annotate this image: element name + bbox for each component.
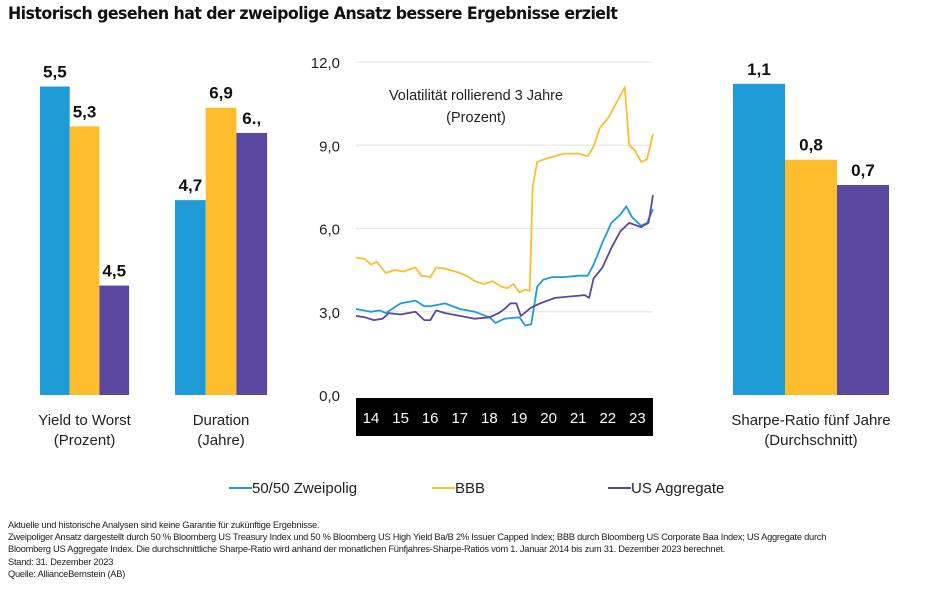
x-tick-label: 17 xyxy=(451,410,468,427)
footnote-date: Stand: 31. Dezember 2023 xyxy=(8,556,114,567)
bar-value-label: 1,1 xyxy=(747,60,771,79)
bar-value-label: 0,7 xyxy=(851,161,875,180)
x-axis-label: (Durchschnitt) xyxy=(764,432,857,449)
bar-value-label: 5,5 xyxy=(43,63,67,82)
line-chart-title: (Prozent) xyxy=(446,110,506,126)
chart-title: Historisch gesehen hat der zweipolige An… xyxy=(8,4,618,24)
bar-0-0 xyxy=(40,86,70,396)
footnote-disclaimer: Aktuelle und historische Analysen sind k… xyxy=(8,520,320,530)
bar-0-1 xyxy=(69,126,100,395)
x-axis-label: Duration xyxy=(193,412,250,429)
x-tick-label: 22 xyxy=(599,410,616,427)
line-series-2 xyxy=(355,195,654,321)
bar-value-label: 4,7 xyxy=(179,176,203,195)
bar-value-label: 6., xyxy=(242,109,261,128)
line-series-1 xyxy=(355,86,654,294)
bar-0-2 xyxy=(99,285,130,395)
bar-3-2 xyxy=(837,185,889,395)
y-tick-label: 9,0 xyxy=(319,138,340,155)
x-tick-label: 18 xyxy=(481,410,498,427)
y-tick-label: 12,0 xyxy=(311,55,340,72)
x-tick-label: 15 xyxy=(392,410,409,427)
x-axis-band xyxy=(356,398,653,436)
y-tick-label: 0,0 xyxy=(319,388,340,405)
x-axis-label: (Prozent) xyxy=(54,432,116,449)
x-tick-label: 21 xyxy=(570,410,587,427)
x-tick-label: 14 xyxy=(363,410,380,427)
x-axis-label: Yield to Worst xyxy=(38,412,131,429)
bar-1-1 xyxy=(205,107,237,395)
bar-1-0 xyxy=(175,200,206,395)
x-axis-label: (Jahre) xyxy=(197,432,245,449)
x-tick-label: 20 xyxy=(540,410,557,427)
line-chart-title: Volatilität rollierend 3 Jahre xyxy=(389,88,563,104)
bar-1-2 xyxy=(236,132,268,396)
x-tick-label: 16 xyxy=(422,410,439,427)
bar-3-1 xyxy=(785,159,837,395)
legend-label: 50/50 Zweipolig xyxy=(252,480,357,497)
bar-3-0 xyxy=(733,83,785,395)
x-axis-label: Sharpe-Ratio fünf Jahre xyxy=(731,412,890,429)
x-tick-label: 19 xyxy=(511,410,528,427)
bar-value-label: 6,9 xyxy=(209,84,233,103)
legend-label: BBB xyxy=(455,480,485,497)
bar-value-label: 0,8 xyxy=(799,136,823,155)
footnotes: Aktuelle und historische Analysen sind k… xyxy=(8,519,826,580)
y-tick-label: 3,0 xyxy=(319,305,340,322)
bar-value-label: 5,3 xyxy=(73,102,97,121)
bar-value-label: 4,5 xyxy=(102,262,126,281)
footnote-definitions-1: Zweipoliger Ansatz dargestellt durch 50 … xyxy=(8,532,827,543)
line-series-0 xyxy=(355,205,654,327)
x-tick-label: 23 xyxy=(629,410,646,427)
y-tick-label: 6,0 xyxy=(319,222,340,239)
legend-label: US Aggregate xyxy=(631,480,724,497)
footnote-source: Quelle: AllianceBernstein (AB) xyxy=(8,568,126,579)
footnote-definitions-2: Bloomberg US Aggregate Index. Die durchs… xyxy=(8,544,725,555)
